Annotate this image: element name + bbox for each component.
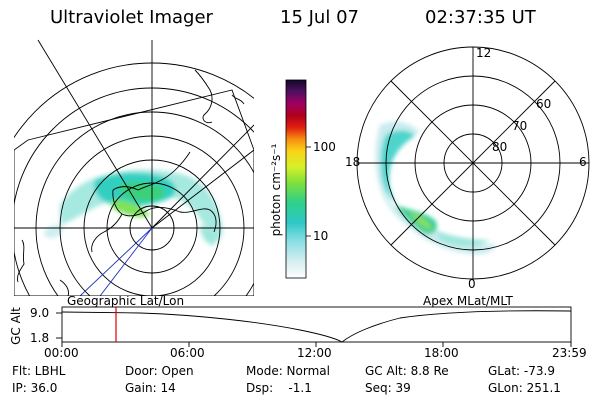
timeline-ylabel: GC Alt [9, 307, 23, 345]
coastlines [17, 69, 245, 296]
filter-info: Flt: LBHL [12, 364, 66, 378]
date-label: 15 Jul 07 [280, 7, 359, 28]
sun-direction-lines [79, 227, 153, 296]
altitude-curve [61, 310, 572, 343]
dsp-info: Dsp: -1.1 [246, 381, 312, 395]
mlt-label-12: 12 [476, 46, 492, 60]
right-panel-caption: Apex MLat/MLT [423, 294, 513, 308]
seq-info: Seq: 39 [365, 381, 411, 395]
timeline-xtick-1200: 12:00 [297, 346, 332, 360]
colorbar-unit-label: photon cm⁻²s⁻¹ [269, 143, 283, 237]
gc-alt-info: GC Alt: 8.8 Re [365, 364, 449, 378]
timeline-xtick-1800: 18:00 [424, 346, 459, 360]
mlat-label-70: 70 [512, 119, 528, 133]
mlt-label-6: 6 [579, 155, 587, 169]
timeline-ytick-1-8: 1.8 [30, 331, 50, 345]
ip-info: IP: 36.0 [12, 381, 58, 395]
left-panel-caption: Geographic Lat/Lon [67, 294, 185, 308]
mlt-label-18: 18 [345, 155, 361, 169]
colorbar-tick-10: 10 [313, 229, 329, 243]
timeline-xtick-0600: 06:00 [170, 346, 205, 360]
instrument-title: Ultraviolet Imager [50, 7, 213, 28]
aurora-emission-left [44, 169, 223, 246]
glon-info: GLon: 251.1 [488, 381, 561, 395]
aurora-emission-right [375, 121, 496, 255]
colorbar-tick-100: 100 [313, 140, 336, 154]
footprint-boundary [14, 89, 254, 296]
glat-info: GLat: -73.9 [488, 364, 555, 378]
mlat-circles [356, 46, 590, 280]
door-info: Door: Open [125, 364, 194, 378]
mlt-label-0: 0 [468, 277, 476, 291]
mode-info: Mode: Normal [246, 364, 330, 378]
timeline-xtick-0000: 00:00 [44, 346, 79, 360]
mlt-meridians [357, 47, 589, 279]
timeline-xtick-2359: 23:59 [552, 346, 587, 360]
mlat-label-80: 80 [492, 140, 508, 154]
timeline-ytick-9: 9.0 [30, 306, 50, 320]
meridians [14, 39, 254, 296]
mlat-label-60: 60 [536, 97, 552, 111]
time-label: 02:37:35 UT [425, 7, 536, 28]
gain-info: Gain: 14 [125, 381, 176, 395]
